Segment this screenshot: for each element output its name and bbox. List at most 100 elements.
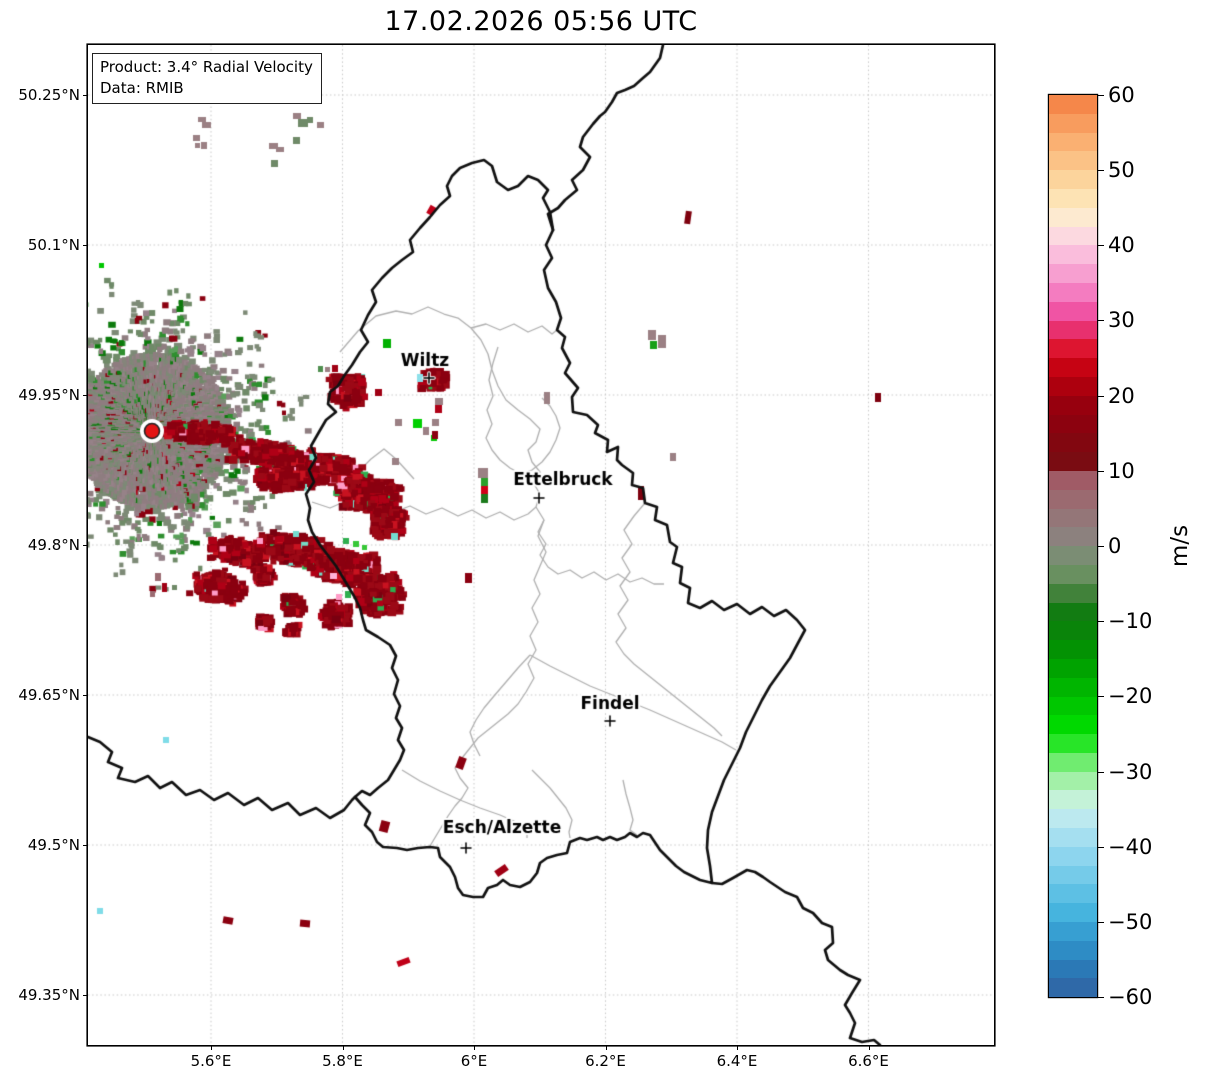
colorbar-tick-mark [1098, 997, 1104, 999]
lat-tick-label: 49.65°N [18, 686, 80, 704]
colorbar-band [1049, 452, 1097, 471]
colorbar-band [1049, 414, 1097, 434]
lat-tick-mark [83, 545, 88, 547]
lat-tick-label: 49.8°N [27, 536, 80, 554]
colorbar-band [1049, 696, 1097, 716]
colorbar-tick-label: 10 [1108, 459, 1135, 483]
colorbar-band [1049, 602, 1097, 622]
colorbar-tick-mark [1098, 922, 1104, 924]
colorbar-band [1049, 282, 1097, 302]
colorbar-band [1049, 809, 1097, 829]
product-label: Product: 3.4° Radial Velocity [100, 58, 313, 76]
lon-tick-mark [868, 1045, 870, 1050]
colorbar-unit-label: m/s [1167, 524, 1193, 568]
lat-tick-label: 50.25°N [18, 86, 80, 104]
colorbar-tick-label: 20 [1108, 384, 1135, 408]
colorbar-band [1049, 264, 1097, 283]
colorbar-band [1049, 170, 1097, 189]
lat-tick-mark [83, 845, 88, 847]
colorbar-band [1049, 527, 1097, 547]
colorbar-tick-label: −30 [1108, 760, 1153, 784]
lat-tick-mark [83, 395, 88, 397]
colorbar-band [1049, 640, 1097, 659]
colorbar-tick-label: 60 [1108, 83, 1135, 107]
colorbar-tick-mark [1098, 320, 1104, 322]
colorbar-tick-mark [1098, 772, 1104, 774]
lon-tick-label: 6.4°E [716, 1052, 758, 1070]
colorbar-tick-label: −10 [1108, 609, 1153, 633]
colorbar-band [1049, 790, 1097, 810]
colorbar-tick-mark [1098, 170, 1104, 172]
lon-tick-mark [474, 1045, 476, 1050]
lon-tick-label: 6.6°E [848, 1052, 889, 1070]
colorbar-band [1049, 771, 1097, 791]
colorbar-band [1049, 95, 1097, 114]
colorbar-tick-label: 50 [1108, 158, 1135, 182]
lon-tick-label: 5.6°E [190, 1052, 232, 1070]
colorbar-tick-mark [1098, 245, 1104, 247]
colorbar-tick-mark [1098, 95, 1104, 97]
colorbar-band [1049, 132, 1097, 152]
colorbar-band [1049, 922, 1097, 941]
radar-velocity-map-canvas [88, 45, 994, 1045]
colorbar-band [1049, 846, 1097, 866]
colorbar-tick-label: −60 [1108, 985, 1153, 1009]
colorbar-tick-label: 0 [1108, 534, 1122, 558]
colorbar-band [1049, 376, 1097, 396]
lon-tick-label: 5.8°E [322, 1052, 363, 1070]
colorbar-band [1049, 677, 1097, 697]
colorbar-band [1049, 245, 1097, 265]
colorbar-band [1049, 470, 1097, 490]
data-source-label: Data: RMIB [100, 79, 184, 97]
colorbar-band [1049, 207, 1097, 227]
product-info-box: Product: 3.4° Radial Velocity Data: RMIB [92, 53, 322, 104]
colorbar-band [1049, 959, 1097, 979]
colorbar-band [1049, 734, 1097, 753]
lon-tick-mark [342, 1045, 344, 1050]
colorbar-band [1049, 301, 1097, 321]
colorbar-tick-mark [1098, 847, 1104, 849]
lon-tick-label: 6°E [460, 1052, 488, 1070]
colorbar-band [1049, 433, 1097, 453]
lon-tick-mark [737, 1045, 739, 1050]
colorbar-band [1049, 884, 1097, 904]
colorbar-band [1049, 188, 1097, 208]
colorbar-band [1049, 752, 1097, 772]
colorbar-band [1049, 395, 1097, 415]
lon-tick-mark [211, 1045, 213, 1050]
velocity-colorbar [1049, 95, 1097, 998]
colorbar-band [1049, 339, 1097, 359]
colorbar-tick-mark [1098, 696, 1104, 698]
colorbar-band [1049, 621, 1097, 641]
colorbar-band [1049, 320, 1097, 340]
colorbar-band [1049, 865, 1097, 885]
colorbar-band [1049, 358, 1097, 377]
colorbar-band [1049, 508, 1097, 528]
colorbar-tick-mark [1098, 396, 1104, 398]
colorbar-band [1049, 583, 1097, 603]
colorbar-tick-label: −20 [1108, 684, 1153, 708]
lat-tick-mark [83, 695, 88, 697]
lat-tick-label: 49.95°N [18, 386, 80, 404]
lat-tick-mark [83, 95, 88, 97]
colorbar-band [1049, 940, 1097, 960]
colorbar-tick-label: 30 [1108, 308, 1135, 332]
colorbar-tick-label: −50 [1108, 910, 1153, 934]
colorbar-tick-mark [1098, 471, 1104, 473]
colorbar-band [1049, 489, 1097, 509]
lon-tick-label: 6.2°E [585, 1052, 626, 1070]
colorbar-band [1049, 546, 1097, 565]
colorbar-band [1049, 715, 1097, 735]
colorbar-band [1049, 564, 1097, 584]
colorbar-band [1049, 151, 1097, 171]
lat-tick-label: 50.1°N [27, 236, 80, 254]
colorbar-band [1049, 113, 1097, 133]
lat-tick-mark [83, 245, 88, 247]
colorbar-tick-label: −40 [1108, 835, 1153, 859]
colorbar-band [1049, 978, 1097, 998]
colorbar-band [1049, 226, 1097, 246]
lat-tick-mark [83, 995, 88, 997]
colorbar-band [1049, 828, 1097, 847]
lat-tick-label: 49.35°N [18, 986, 80, 1004]
